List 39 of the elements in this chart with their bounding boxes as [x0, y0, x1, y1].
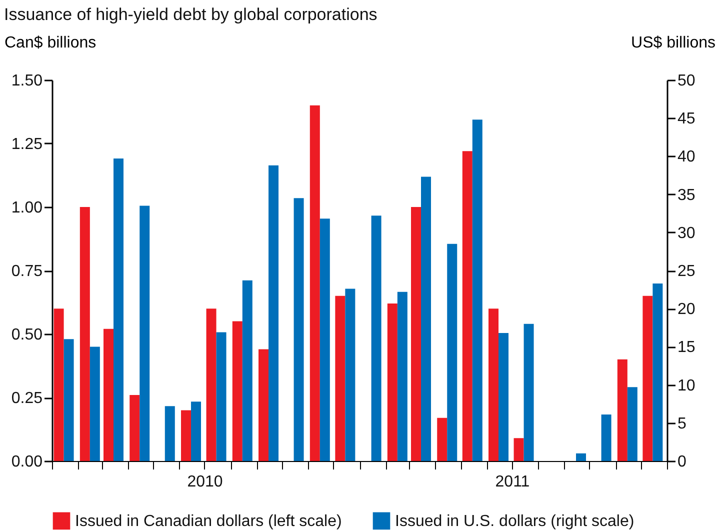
bar	[268, 165, 279, 461]
bar	[114, 158, 124, 461]
bar	[294, 198, 304, 461]
y2-tick-label: 40	[678, 148, 696, 166]
x-tick-label: 2011	[495, 474, 530, 490]
y-tick-label: 1.50	[11, 72, 43, 90]
y-tick-label: 0.50	[11, 326, 43, 344]
y2-tick-label: 15	[678, 339, 696, 356]
y2-tick-label: 10	[678, 377, 696, 394]
y-tick-label: 0.75	[11, 263, 43, 280]
y2-tick-label: 45	[678, 110, 696, 128]
legend-label: Issued in U.S. dollars (right scale)	[395, 512, 634, 530]
y-tick-label: 0.00	[11, 454, 43, 470]
y-axis-title: Can$ billions	[4, 34, 96, 52]
bar	[601, 414, 612, 461]
bar	[576, 453, 586, 461]
y-tick-label: 0.25	[11, 390, 43, 407]
y-tick-label: 1.25	[11, 136, 43, 153]
y2-tick-label: 35	[678, 186, 696, 204]
bar	[524, 324, 534, 461]
y2-tick-label: 30	[678, 224, 696, 242]
bar	[437, 418, 448, 461]
bar	[140, 206, 150, 461]
chart-title: Issuance of high-yield debt by global corporations	[4, 5, 378, 24]
x-tick-label: 2010	[187, 474, 223, 490]
bar	[80, 207, 90, 461]
y2-tick-label: 20	[678, 301, 696, 318]
y2-tick-label: 25	[678, 263, 696, 280]
bar	[447, 244, 458, 461]
y2-axis-title: US$ billions	[631, 34, 716, 52]
bar	[130, 394, 140, 461]
y2-tick-label: 0	[678, 454, 686, 470]
bar	[514, 438, 524, 461]
y-tick-label: 1.00	[11, 200, 43, 216]
y2-tick-label: 50	[678, 72, 696, 90]
bar	[164, 406, 175, 461]
bar	[371, 216, 382, 461]
y2-tick-label: 5	[678, 415, 686, 432]
legend-label: Issued in Canadian dollars (left scale)	[75, 512, 342, 530]
